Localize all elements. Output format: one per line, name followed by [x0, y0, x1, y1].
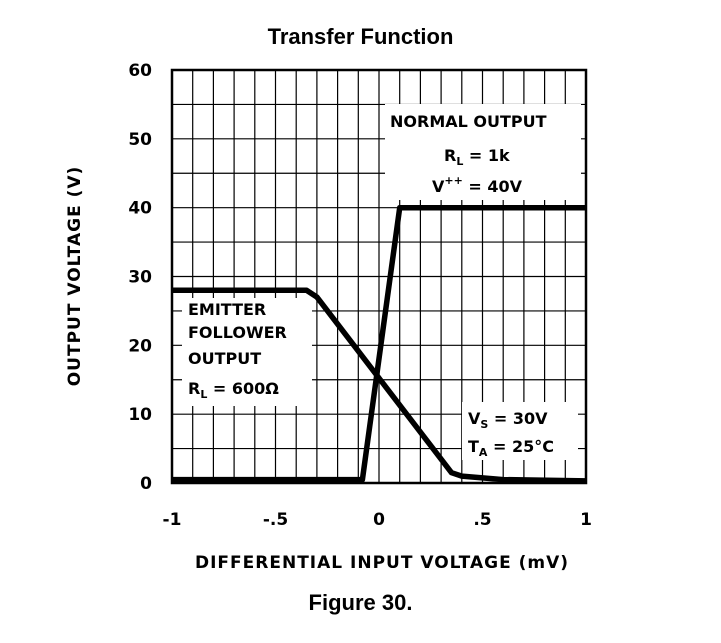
conditions-label-bg [462, 402, 578, 460]
x-tick-label: -1 [163, 510, 182, 530]
conditions-ta: TA = 25°C [468, 437, 554, 459]
normal-output-rl: RL = 1k [444, 146, 510, 168]
y-tick-label: 20 [128, 336, 152, 356]
y-tick-label: 30 [128, 268, 152, 288]
x-tick-label: .5 [473, 510, 491, 530]
emitter-label-rl: RL = 600Ω [188, 379, 279, 401]
normal-output-line [172, 204, 586, 483]
x-tick-label: 1 [580, 510, 592, 530]
plot-frame [170, 68, 588, 485]
x-axis-label: DIFFERENTIAL INPUT VOLTAGE (mV) [195, 553, 569, 573]
chart-title: Transfer Function [267, 24, 454, 49]
x-tick-label: 0 [373, 510, 385, 530]
conditions-vs: VS = 30V [468, 409, 548, 431]
normal-output-label-bg [385, 104, 581, 200]
series-lines [172, 204, 587, 484]
normal-output-label: NORMAL OUTPUT [390, 112, 547, 131]
emitter-label-line1: EMITTER [188, 300, 266, 319]
y-tick-label: 60 [128, 61, 152, 81]
emitter-label-line3: OUTPUT [188, 349, 261, 368]
emitter-label-line2: FOLLOWER [188, 323, 287, 342]
emitter-follower-line [172, 287, 587, 484]
normal-output-vsupply: V++ = 40V [432, 174, 523, 196]
y-tick-label: 0 [140, 474, 152, 494]
emitter-follower-label-bg [182, 298, 312, 406]
y-tick-label: 10 [128, 405, 152, 425]
y-tick-label: 40 [128, 199, 152, 219]
figure-caption: Figure 30. [308, 590, 413, 615]
y-tick-label: 50 [128, 130, 152, 150]
x-tick-label: -.5 [263, 510, 288, 530]
y-axis-label: OUTPUT VOLTAGE (V) [65, 166, 85, 387]
